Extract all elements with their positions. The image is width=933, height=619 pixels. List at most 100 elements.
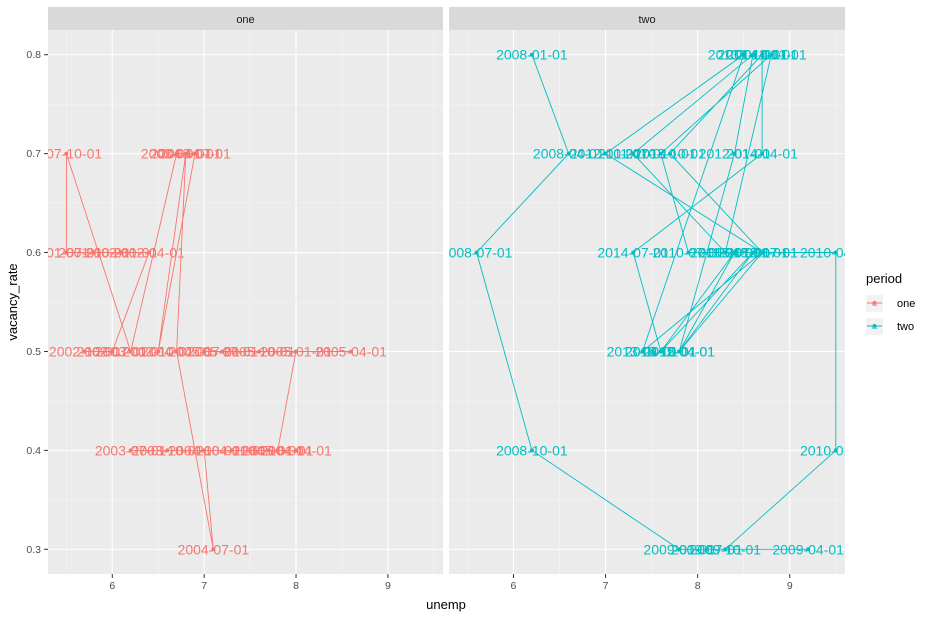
- data-label: 2012-10-01: [570, 146, 642, 162]
- data-point: [833, 448, 838, 453]
- x-tick-label: 9: [385, 580, 391, 592]
- y-tick-label: 0.4: [26, 445, 41, 457]
- x-tick-label: 7: [603, 580, 609, 592]
- series-line: [65, 153, 352, 550]
- data-point: [760, 151, 765, 156]
- data-point: [202, 349, 207, 354]
- data-point: [91, 250, 96, 255]
- series-line: [476, 53, 837, 550]
- strip-label-two: two: [638, 14, 655, 26]
- series-two: 2008-01-01 2008-04-01 2008-07-01 2008-10-01…: [441, 47, 872, 558]
- data-label: 2005-01-01: [242, 442, 314, 458]
- data-point: [294, 349, 299, 354]
- legend-key-glyph: a: [872, 298, 877, 308]
- x-axis-title: unemp: [426, 597, 466, 612]
- legend-label: two: [897, 321, 914, 333]
- data-label: 2015-07-01: [699, 245, 771, 261]
- panel-two: two 2008-01-01 2008-04-01 2008-07-01 2008-1…: [441, 7, 872, 592]
- data-point: [294, 448, 299, 453]
- data-label: 2015-01-01: [717, 245, 789, 261]
- data-label: 2009-07-01: [671, 541, 743, 557]
- data-point: [349, 349, 354, 354]
- data-point: [723, 250, 728, 255]
- data-point: [183, 151, 188, 156]
- data-point: [110, 349, 115, 354]
- legend-label: one: [897, 298, 915, 310]
- data-point: [603, 151, 608, 156]
- data-label: 2002-07-01: [76, 343, 148, 359]
- data-point: [119, 250, 124, 255]
- data-point: [229, 448, 234, 453]
- data-point: [174, 349, 179, 354]
- data-label: 2011-10-01: [718, 47, 789, 63]
- data-label: 2004-10-01: [233, 442, 305, 458]
- data-label: 2013-04-01: [607, 343, 679, 359]
- data-point: [704, 547, 709, 552]
- data-label: 2003-01-01: [95, 343, 167, 359]
- data-label: 2003-10-01: [132, 442, 204, 458]
- data-label: 2014-01-01: [726, 47, 798, 63]
- strip-background-one: [48, 7, 443, 30]
- data-label: 2015-04-01: [643, 343, 715, 359]
- data-point: [64, 151, 69, 156]
- data-label: 2013-10-01: [634, 146, 706, 162]
- y-tick-label: 0.6: [26, 247, 41, 259]
- x-tick-label: 7: [201, 580, 207, 592]
- data-point: [147, 250, 152, 255]
- data-label: 2002-01-01: [86, 245, 158, 261]
- data-label: 2001-07-01: [31, 245, 103, 261]
- legend-key-point: [872, 324, 877, 328]
- data-label: 2003-07-01: [159, 146, 231, 162]
- data-label: 2013-01-01: [708, 47, 780, 63]
- data-label: 2004-04-01: [260, 442, 332, 458]
- y-tick-label: 0.7: [26, 148, 41, 160]
- data-label: 2014-10-01: [625, 343, 697, 359]
- data-label: 2008-07-01: [441, 245, 513, 261]
- data-point: [64, 250, 69, 255]
- data-point: [686, 250, 691, 255]
- data-label: 2008-01-01: [496, 47, 568, 63]
- data-point: [257, 349, 262, 354]
- data-point: [220, 349, 225, 354]
- y-axis-ticks: 0.3 0.4 0.5 0.6 0.7 0.8: [26, 49, 48, 556]
- data-point: [741, 52, 746, 57]
- data-point: [760, 250, 765, 255]
- legend-key-point: [872, 301, 877, 305]
- data-label: 2014-04-01: [726, 146, 798, 162]
- data-label: 2003-10-01: [122, 343, 194, 359]
- data-label: 2002-10-01: [49, 343, 121, 359]
- data-label: 2004-07-01: [178, 541, 250, 557]
- data-label: 2004-04-01: [141, 343, 213, 359]
- data-point: [631, 151, 636, 156]
- data-point: [732, 151, 737, 156]
- data-label: 2009-04-01: [772, 541, 844, 557]
- data-label: 2011-01-01: [736, 47, 807, 63]
- x-tick-label: 8: [695, 580, 701, 592]
- data-label: 2005-04-01: [315, 343, 387, 359]
- x-tick-label: 9: [787, 580, 793, 592]
- legend-title: period: [866, 271, 902, 286]
- data-label: 2005-10-01: [223, 343, 295, 359]
- x-tick-label: 6: [511, 580, 517, 592]
- strip-background-two: [449, 7, 845, 30]
- y-tick-label: 0.5: [26, 346, 41, 358]
- data-label: 2003-07-01: [95, 442, 167, 458]
- data-label: 2005-07-01: [168, 343, 240, 359]
- y-tick-label: 0.3: [26, 544, 41, 556]
- data-label: 2010-01-01: [800, 442, 872, 458]
- data-label: 2008-04-01: [533, 146, 605, 162]
- data-point: [732, 250, 737, 255]
- data-point: [174, 151, 179, 156]
- data-point: [806, 547, 811, 552]
- data-point: [750, 52, 755, 57]
- data-label: 2005-07-01: [187, 343, 259, 359]
- data-label: 2010-10-01: [625, 146, 697, 162]
- data-label: 2012-04-01: [643, 343, 715, 359]
- data-label: 2011-04-01: [690, 245, 761, 261]
- data-point: [760, 52, 765, 57]
- legend-key-glyph: a: [872, 321, 877, 331]
- data-label: 2010-04-01: [800, 245, 872, 261]
- data-point: [640, 349, 645, 354]
